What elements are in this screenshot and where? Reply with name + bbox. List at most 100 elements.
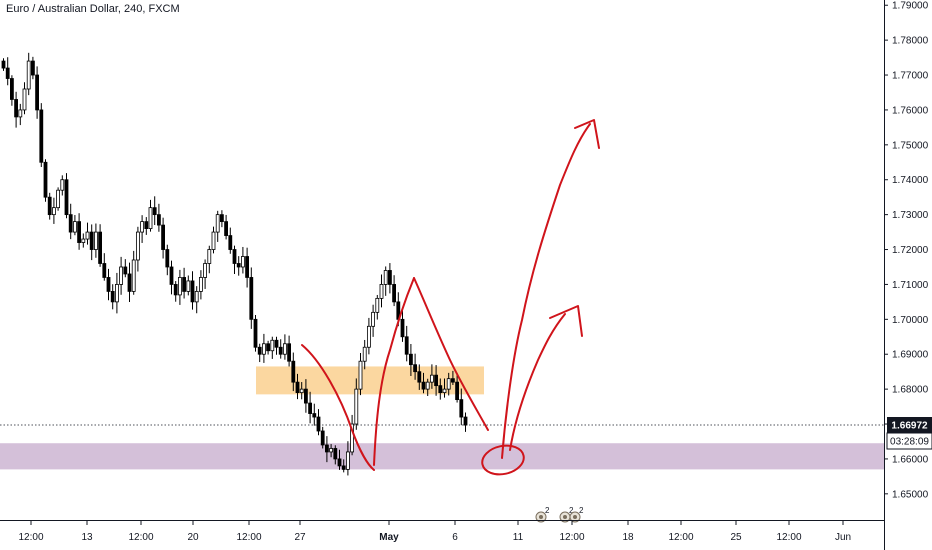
x-tick-label: 12:00 [128, 532, 153, 543]
candle [22, 82, 27, 115]
candle [64, 173, 69, 219]
candle [228, 227, 233, 254]
highlight-zones [0, 366, 884, 470]
drawn-stroke-0[interactable] [301, 344, 375, 471]
candle [135, 226, 140, 272]
candle [123, 259, 128, 278]
candle [35, 66, 39, 119]
x-tick-label: 11 [513, 532, 524, 543]
candle [30, 56, 35, 80]
countdown-badge: 03:28:09 [886, 432, 932, 450]
candle [350, 414, 355, 456]
candle [1, 58, 6, 71]
event-count: 2 [579, 506, 584, 515]
candle [148, 199, 153, 232]
drawn-stroke-2[interactable] [413, 277, 489, 431]
candle [18, 103, 23, 126]
candle [56, 187, 60, 211]
candle [266, 340, 271, 355]
candle [68, 203, 73, 240]
candle [333, 445, 338, 465]
event-count: 2 [569, 506, 574, 515]
x-tick-label: 27 [294, 532, 306, 543]
candle [182, 267, 187, 299]
drawn-stroke-4[interactable] [574, 119, 600, 149]
candle [324, 436, 329, 463]
y-tick-label: 1.79000 [892, 1, 929, 12]
candle [362, 339, 367, 370]
candle [211, 226, 216, 254]
y-tick-label: 1.73000 [892, 210, 929, 221]
price-badges: 1.66972 03:28:09 [886, 417, 932, 450]
candle [9, 75, 14, 106]
candle [127, 262, 132, 303]
drawn-stroke-6[interactable] [549, 305, 583, 337]
svg-text:03:28:09: 03:28:09 [890, 437, 929, 448]
drawn-circle[interactable] [480, 442, 527, 478]
candle [341, 459, 346, 473]
current-price-badge: 1.66972 [887, 417, 932, 434]
x-tick-label: 12:00 [236, 532, 261, 543]
x-tick-label: 12:00 [668, 532, 693, 543]
candle [459, 388, 464, 426]
y-tick-label: 1.77000 [892, 71, 929, 82]
candle [245, 247, 250, 288]
candle [408, 343, 413, 377]
candle [249, 267, 254, 329]
candle [240, 246, 245, 274]
candle [316, 409, 321, 436]
y-tick-label: 1.69000 [892, 350, 929, 361]
chart-title: Euro / Australian Dollar, 240, FXCM [6, 3, 180, 15]
candle [14, 91, 19, 128]
candle [60, 175, 65, 196]
candle [404, 325, 409, 362]
x-tick-label: May [379, 532, 399, 543]
candle [446, 372, 451, 396]
candle [215, 210, 220, 242]
x-tick-label: 12:00 [18, 532, 43, 543]
drawn-stroke-5[interactable] [509, 313, 566, 451]
candle [438, 378, 443, 400]
event-marker[interactable]: 2 [569, 506, 584, 523]
candle [203, 259, 208, 289]
candle [39, 103, 44, 168]
candle [98, 224, 102, 267]
candle [94, 223, 98, 258]
y-tick-label: 1.76000 [892, 105, 929, 116]
candle [224, 214, 229, 240]
event-count: 2 [545, 506, 550, 515]
candle [425, 378, 430, 397]
candle [375, 294, 380, 320]
zone-1[interactable] [0, 443, 884, 470]
event-marker[interactable]: 2 [559, 506, 574, 523]
candle [282, 334, 287, 360]
event-marker[interactable]: 2 [535, 506, 550, 523]
candle [207, 245, 212, 274]
candle [299, 382, 304, 400]
drawn-stroke-1[interactable] [373, 277, 415, 466]
candle [198, 270, 203, 300]
y-tick-label: 1.72000 [892, 245, 929, 256]
candle [287, 335, 292, 367]
candle [400, 309, 405, 342]
candle [85, 222, 90, 245]
candle [455, 373, 460, 403]
drawn-stroke-3[interactable] [501, 123, 591, 459]
candle [278, 339, 283, 359]
candle [152, 196, 157, 226]
candle [366, 317, 371, 355]
x-tick-label: 6 [452, 532, 458, 543]
time-axis[interactable]: 12:00 13 12:00 20 12:00 27 May 6 11 12:00 18 12:00 2… [18, 520, 851, 543]
candle [89, 224, 94, 261]
y-tick-label: 1.66000 [892, 454, 929, 465]
candle [165, 244, 170, 276]
candle [345, 441, 350, 476]
candle [257, 343, 262, 363]
candle [379, 274, 384, 308]
candle [387, 263, 392, 294]
candle [442, 378, 447, 398]
y-tick-label: 1.70000 [892, 315, 929, 326]
x-tick-label: 18 [622, 532, 634, 543]
